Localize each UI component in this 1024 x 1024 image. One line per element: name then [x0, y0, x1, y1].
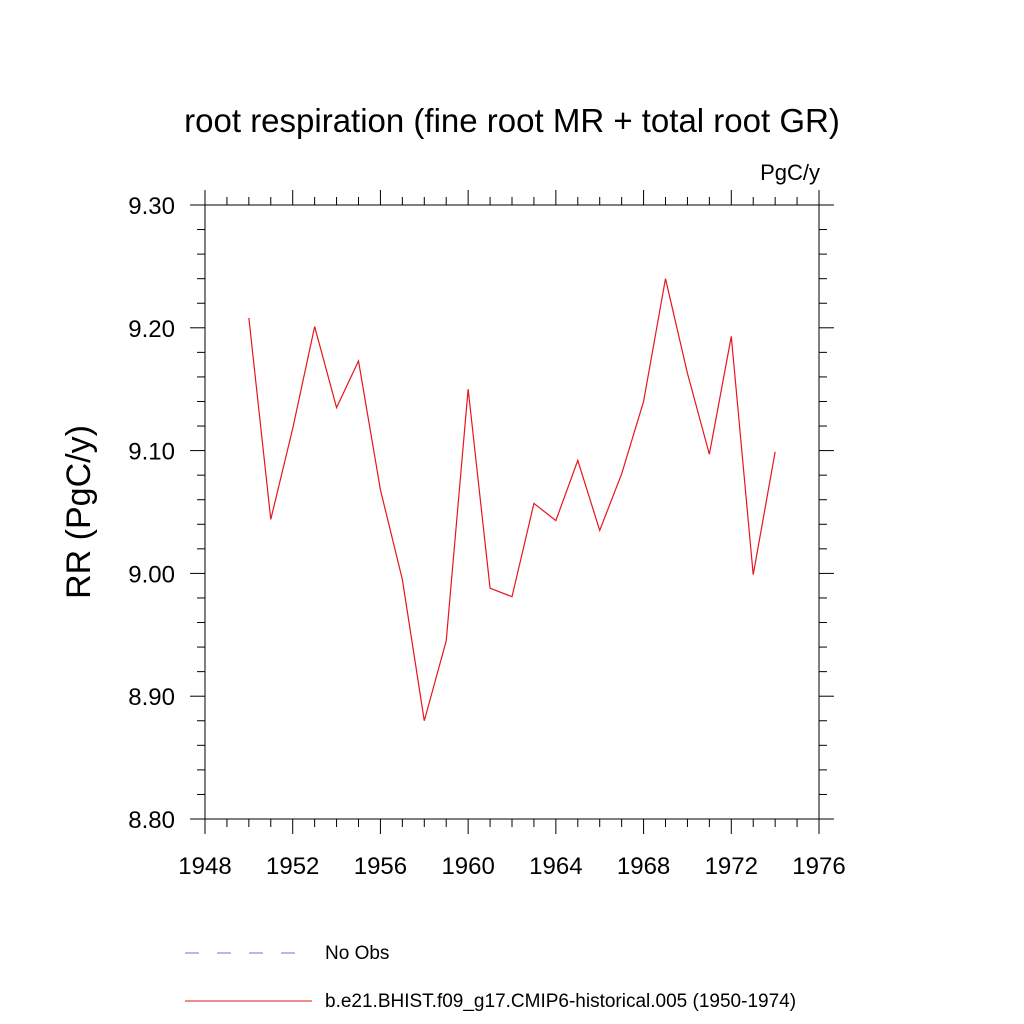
x-tick-label-1960: 1960: [441, 853, 494, 880]
y-tick-label-2: 9.00: [128, 561, 175, 588]
x-tick-label-1956: 1956: [354, 853, 407, 880]
axis-ticks: 1948 1952 1956 1960 1964 1968 1972 1976 8.80 8.90…: [128, 190, 846, 880]
x-tick-label-1952: 1952: [266, 853, 319, 880]
units-label: PgC/y: [760, 160, 820, 185]
x-tick-label-1968: 1968: [617, 853, 670, 880]
y-tick-label-1: 8.90: [128, 684, 175, 711]
series-line-0: [248, 278, 776, 721]
legend-label-no-obs: No Obs: [325, 943, 389, 964]
y-tick-label-4: 9.20: [128, 316, 175, 343]
y-axis-label: RR (PgC/y): [60, 425, 98, 599]
chart-title: root respiration (fine root MR + total r…: [184, 102, 840, 139]
y-tick-label-3: 9.10: [128, 439, 175, 466]
series-group: [248, 278, 776, 721]
y-tick-label-0: 8.80: [128, 807, 175, 834]
x-tick-label-1972: 1972: [705, 853, 758, 880]
x-tick-label-1976: 1976: [792, 853, 845, 880]
y-tick-label-5: 9.30: [128, 193, 175, 220]
legend-label-historical: b.e21.BHIST.f09_g17.CMIP6-historical.005…: [325, 991, 796, 1012]
x-tick-label-1948: 1948: [178, 853, 231, 880]
legend: No Obs b.e21.BHIST.f09_g17.CMIP6-histori…: [185, 943, 796, 1012]
x-tick-label-1964: 1964: [529, 853, 582, 880]
plot-frame: [204, 204, 820, 820]
